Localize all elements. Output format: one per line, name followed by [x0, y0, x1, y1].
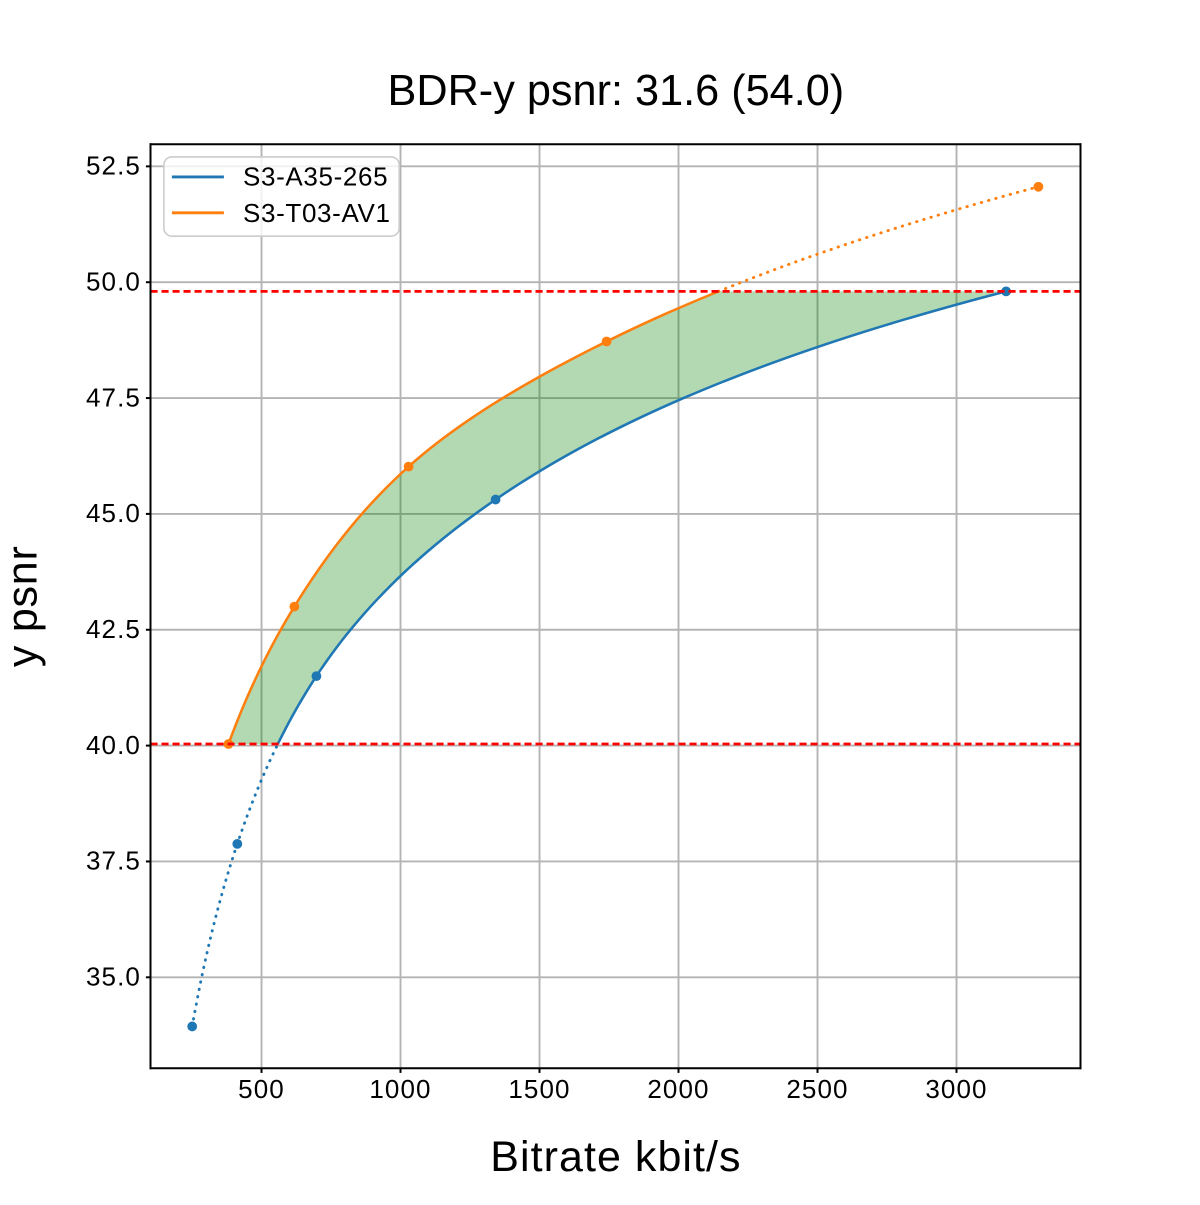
- svg-text:35.0: 35.0: [86, 962, 141, 992]
- svg-text:50.0: 50.0: [86, 266, 141, 296]
- svg-text:S3-T03-AV1: S3-T03-AV1: [243, 198, 391, 228]
- svg-text:500: 500: [238, 1074, 285, 1104]
- svg-text:y psnr: y psnr: [0, 545, 46, 667]
- svg-text:S3-A35-265: S3-A35-265: [243, 162, 388, 192]
- svg-text:40.0: 40.0: [86, 730, 141, 760]
- svg-text:47.5: 47.5: [86, 382, 141, 412]
- svg-text:42.5: 42.5: [86, 614, 141, 644]
- svg-text:52.5: 52.5: [86, 151, 141, 181]
- svg-text:Bitrate kbit/s: Bitrate kbit/s: [490, 1133, 741, 1181]
- svg-text:2500: 2500: [786, 1074, 848, 1104]
- svg-text:BDR-y psnr: 31.6 (54.0): BDR-y psnr: 31.6 (54.0): [387, 67, 844, 115]
- svg-text:3000: 3000: [925, 1074, 987, 1104]
- svg-text:2000: 2000: [647, 1074, 709, 1104]
- svg-text:1000: 1000: [369, 1074, 431, 1104]
- svg-text:37.5: 37.5: [86, 846, 141, 876]
- svg-text:45.0: 45.0: [86, 498, 141, 528]
- svg-text:1500: 1500: [508, 1074, 570, 1104]
